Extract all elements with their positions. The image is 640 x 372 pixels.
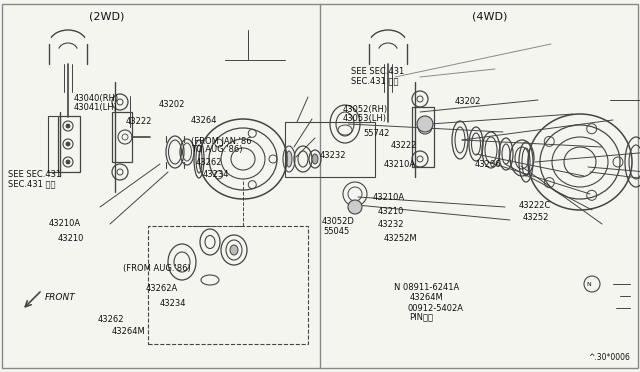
Text: 43053(LH): 43053(LH): [342, 114, 387, 123]
Text: 43052(RH): 43052(RH): [342, 105, 388, 114]
Bar: [148, 226, 308, 344]
Text: 43041(LH): 43041(LH): [74, 103, 118, 112]
Circle shape: [417, 116, 433, 132]
Text: TO AUG.'86): TO AUG.'86): [191, 145, 242, 154]
Text: 00912-5402A: 00912-5402A: [407, 304, 463, 312]
Circle shape: [348, 200, 362, 214]
Text: 55045: 55045: [324, 227, 350, 236]
Text: 43222: 43222: [125, 117, 152, 126]
Text: 43210A: 43210A: [384, 160, 416, 169]
Text: 43040(RH): 43040(RH): [74, 94, 119, 103]
Circle shape: [66, 142, 70, 146]
Bar: [58, 116, 80, 172]
Text: SEC.431 参照: SEC.431 参照: [8, 180, 55, 189]
Text: SEE SEC.431: SEE SEC.431: [8, 170, 61, 179]
Text: 55742: 55742: [363, 129, 389, 138]
Text: 43210: 43210: [58, 234, 84, 243]
Text: SEE SEC.431: SEE SEC.431: [351, 67, 404, 76]
Text: 43232: 43232: [378, 220, 404, 229]
Text: 43210A: 43210A: [372, 193, 404, 202]
Text: 43202: 43202: [454, 97, 481, 106]
Text: 43222: 43222: [390, 141, 417, 150]
Text: PINピン: PINピン: [410, 313, 434, 322]
Bar: [112, 112, 132, 162]
Text: 43262: 43262: [195, 158, 221, 167]
Text: 43264M: 43264M: [112, 327, 146, 336]
Text: SEC.431 参照: SEC.431 参照: [351, 76, 398, 85]
Circle shape: [66, 124, 70, 128]
Ellipse shape: [286, 151, 292, 167]
Text: 43232: 43232: [320, 151, 346, 160]
Text: 43252: 43252: [522, 213, 548, 222]
Ellipse shape: [312, 154, 318, 164]
Bar: [412, 107, 434, 167]
Text: 43234: 43234: [202, 170, 228, 179]
Text: ^.30*0006: ^.30*0006: [588, 353, 630, 362]
Text: 43202: 43202: [159, 100, 185, 109]
Text: 43210: 43210: [378, 207, 404, 216]
Text: (4WD): (4WD): [472, 11, 508, 21]
Text: 43264M: 43264M: [410, 293, 444, 302]
Bar: [285, 122, 375, 177]
Text: FRONT: FRONT: [45, 292, 76, 301]
Text: 43262: 43262: [97, 315, 124, 324]
Text: 43210A: 43210A: [49, 219, 81, 228]
Text: 43052D: 43052D: [321, 217, 354, 226]
Ellipse shape: [230, 245, 238, 255]
Text: 43262A: 43262A: [146, 284, 178, 293]
Text: N 08911-6241A: N 08911-6241A: [394, 283, 459, 292]
Text: (FROM JAN.'86: (FROM JAN.'86: [191, 137, 252, 146]
Text: 43234: 43234: [160, 299, 186, 308]
Text: 43222C: 43222C: [518, 201, 550, 210]
Text: (FROM AUG.'86): (FROM AUG.'86): [123, 264, 191, 273]
Text: (2WD): (2WD): [90, 11, 125, 21]
Circle shape: [66, 160, 70, 164]
Text: N: N: [587, 282, 591, 286]
Text: 43264: 43264: [191, 116, 217, 125]
Text: 43206: 43206: [475, 160, 501, 169]
Text: 43252M: 43252M: [384, 234, 418, 243]
